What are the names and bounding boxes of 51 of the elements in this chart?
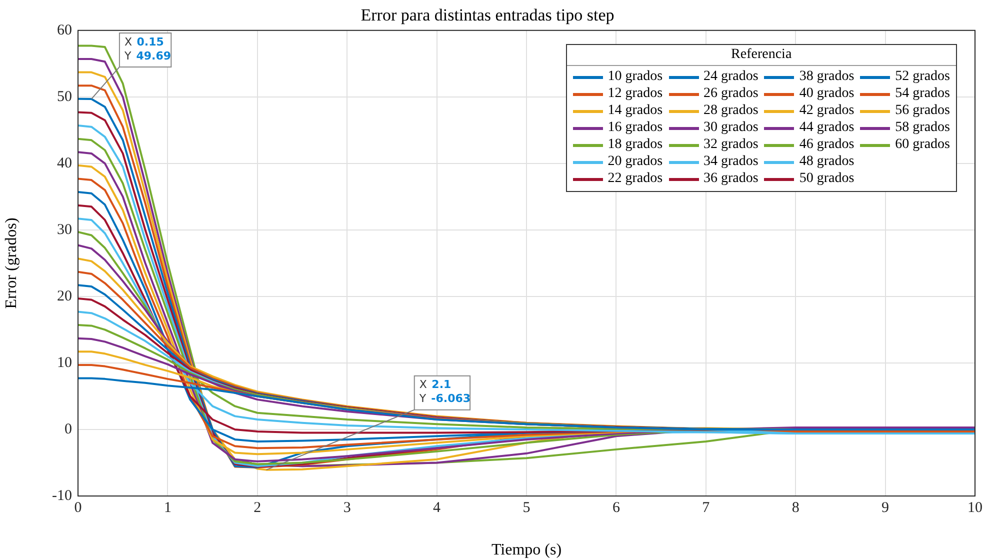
legend-label: 12 grados <box>608 86 663 102</box>
y-tick-label: 50 <box>57 88 72 105</box>
x-tick-label: 8 <box>792 500 800 516</box>
legend-label: 34 grados <box>704 154 758 170</box>
legend-label: 22 grados <box>608 171 663 187</box>
legend-label: 26 grados <box>704 86 758 102</box>
x-axis-title: Tiempo (s) <box>491 542 562 559</box>
x-tick-label: 6 <box>612 500 620 516</box>
legend-title: Referencia <box>566 47 956 66</box>
x-tick-label: 10 <box>968 500 982 516</box>
legend-label: 18 grados <box>608 137 663 153</box>
x-tick-label: 4 <box>433 500 442 516</box>
legend-label: 30 grados <box>704 120 758 136</box>
x-tick-label: 7 <box>702 500 710 516</box>
legend-label: 48 grados <box>799 154 854 170</box>
chart-title: Error para distintas entradas tipo step <box>360 6 614 25</box>
legend-label: 58 grados <box>895 120 950 136</box>
y-axis-title: Error (grados) <box>2 218 20 309</box>
y-tick-label: 20 <box>57 288 72 304</box>
annotation: X 0.15 Y 49.69 <box>123 35 172 62</box>
x-tick-label: 9 <box>882 500 890 516</box>
legend-label: 28 grados <box>704 103 758 119</box>
legend-label: 16 grados <box>608 120 663 136</box>
legend-label: 52 grados <box>895 69 950 85</box>
x-tick-label: 0 <box>74 500 82 516</box>
legend-label: 14 grados <box>608 103 663 119</box>
x-tick-label: 5 <box>522 500 530 516</box>
legend-label: 36 grados <box>704 171 758 187</box>
y-tick-label: 30 <box>57 222 72 238</box>
annotation: X 2.1 Y -6.063 <box>418 378 471 406</box>
legend-label: 32 grados <box>704 137 758 153</box>
x-tick-label: 2 <box>254 500 262 516</box>
legend-label: 10 grados <box>608 69 663 85</box>
legend-label: 60 grados <box>895 137 950 153</box>
legend-label: 24 grados <box>704 69 758 85</box>
y-tick-label: 60 <box>57 22 72 38</box>
y-tick-label: -10 <box>52 488 72 504</box>
legend-label: 50 grados <box>799 171 854 187</box>
legend-label: 46 grados <box>799 137 854 153</box>
y-tick-label: 40 <box>57 155 72 172</box>
legend-label: 54 grados <box>895 86 950 102</box>
x-tick-label: 3 <box>343 500 351 516</box>
legend-label: 38 grados <box>799 69 854 85</box>
legend-label: 44 grados <box>799 120 854 136</box>
legend-label: 56 grados <box>895 103 950 119</box>
legend-label: 40 grados <box>799 86 854 102</box>
x-tick-label: 1 <box>164 500 172 516</box>
y-tick-label: 0 <box>64 421 72 438</box>
legend-label: 42 grados <box>799 103 854 119</box>
legend-label: 20 grados <box>608 154 663 170</box>
y-tick-label: 10 <box>57 354 72 371</box>
